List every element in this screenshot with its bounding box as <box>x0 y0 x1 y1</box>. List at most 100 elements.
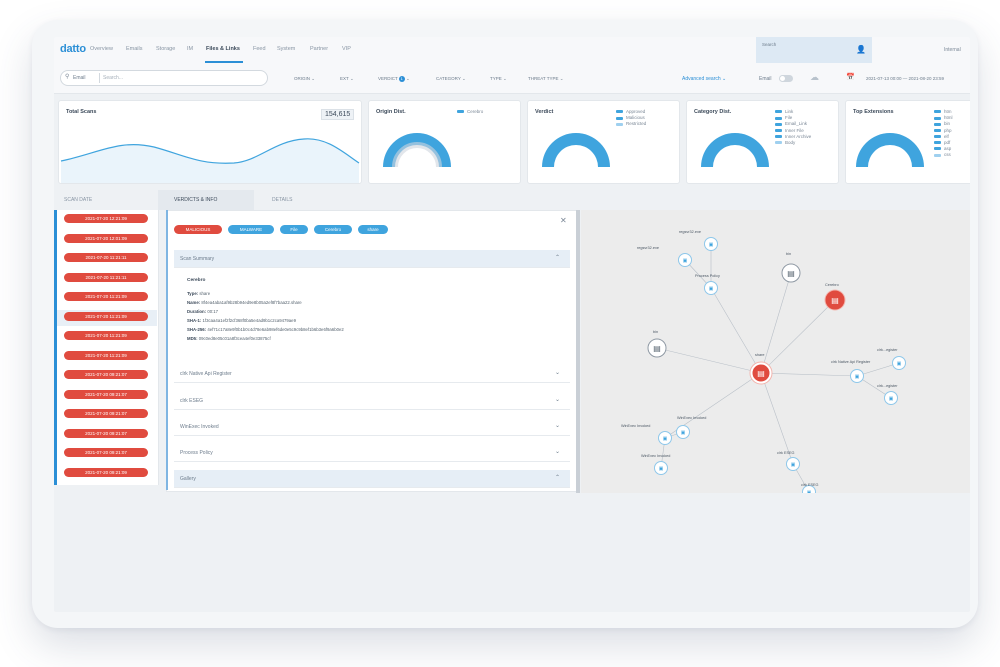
graph-node[interactable] <box>704 281 718 295</box>
legend-label: Body <box>785 139 796 145</box>
graph-node-label: clrk Native Api Register <box>831 360 871 364</box>
scan-date-item[interactable]: 2021-07-20 12:21:09 <box>64 214 148 223</box>
graph-node[interactable] <box>884 391 898 405</box>
graph-node[interactable] <box>654 461 668 475</box>
summary-value: 8f4ea4aba1af9b28b94ed9e8b05a2ef8f7baa22.… <box>201 300 302 305</box>
nav-vip[interactable]: VIP <box>342 46 351 52</box>
legend-label: Malicious <box>626 115 645 121</box>
verdict-legend: Approved Malicious Restricted <box>616 109 646 128</box>
category-legend: Link File Email_Link Inner File Inner Ar… <box>775 109 811 146</box>
legend-label: Inner File <box>785 127 804 133</box>
section-scan-summary[interactable]: Scan Summary ⌃ <box>174 250 570 268</box>
origin-dropdown[interactable]: Origin ⌄ <box>294 76 315 82</box>
graph-node-label: WinExec Invoked <box>677 416 707 420</box>
section-clrk-native-api[interactable]: clrk Native Api Register ⌄ <box>174 365 570 383</box>
graph-node[interactable] <box>678 253 692 267</box>
scan-date-item[interactable]: 2021-07-20 09:21:07 <box>64 370 148 379</box>
scan-date-item[interactable]: 2021-07-20 09:21:09 <box>64 467 148 477</box>
legend-label: pdf <box>944 139 951 145</box>
scan-date-item[interactable]: 2021-07-20 09:21:07 <box>64 428 148 438</box>
nav-overview[interactable]: Overview <box>90 46 113 52</box>
chevron-up-icon: ⌃ <box>554 255 560 261</box>
graph-node[interactable] <box>704 237 718 251</box>
legend-item: Inner Archive <box>775 134 811 140</box>
graph-node[interactable] <box>850 369 864 383</box>
search-scope[interactable]: Email <box>73 75 86 81</box>
legend-item: php <box>934 128 953 134</box>
graph-node-cerebro[interactable] <box>824 289 846 311</box>
graph-node[interactable] <box>786 457 800 471</box>
legend-label: Email_Link <box>785 121 808 127</box>
verdict-dropdown[interactable]: Verdict 1 ⌄ <box>378 76 410 82</box>
user-search-box[interactable]: Search 👤 <box>756 37 872 63</box>
legend-label: Link <box>785 109 794 114</box>
search-input[interactable]: Search... <box>103 75 124 81</box>
nav-feed[interactable]: Feed <box>253 46 266 52</box>
nav-im[interactable]: IM <box>187 46 194 52</box>
graph-node[interactable] <box>892 356 906 370</box>
search-box[interactable]: ⚲ Email Search... <box>60 70 268 86</box>
summary-key: SHA-256: <box>187 327 207 332</box>
legend-swatch <box>934 116 941 120</box>
tab-details[interactable]: DETAILS <box>254 190 320 210</box>
calendar-icon[interactable]: 📅 <box>846 74 855 81</box>
graph-node[interactable] <box>676 425 690 439</box>
legend-label: bin <box>944 121 951 127</box>
graph-center-node[interactable] <box>752 364 770 382</box>
scan-date-item[interactable]: 2021-07-20 11:21:11 <box>64 253 148 262</box>
origin-legend: Cerebro <box>457 109 483 115</box>
summary-value: share <box>199 291 211 296</box>
scan-date-item[interactable]: 2021-07-20 11:21:09 <box>64 311 148 321</box>
legend-label: Approved <box>626 109 646 114</box>
verdict-card: Verdict Approved Malicious Restricted <box>527 100 680 184</box>
cloud-icon[interactable]: ☁ <box>810 72 819 82</box>
tab-verdicts-info[interactable]: VERDICTS & INFO <box>158 190 254 210</box>
nav-storage[interactable]: Storage <box>156 46 176 52</box>
scan-date-item[interactable]: 2021-07-20 11:21:11 <box>64 272 148 282</box>
graph-node-file[interactable] <box>781 263 801 283</box>
graph-node[interactable] <box>658 431 672 445</box>
tag-malicious: MALICIOUS <box>174 225 222 234</box>
scan-date-item[interactable]: 2021-07-20 09:21:07 <box>64 389 148 399</box>
advanced-search-link[interactable]: Advanced search ⌄ <box>682 76 726 82</box>
graph-node-file[interactable] <box>647 338 667 358</box>
scan-date-item[interactable]: 2021-07-20 09:21:07 <box>64 448 148 457</box>
graph-node-label: regsvr32.exe <box>679 230 701 234</box>
legend-label: htm <box>944 109 952 114</box>
scan-date-list <box>54 210 159 485</box>
node-icon: ▣ <box>855 374 860 380</box>
scan-date-item[interactable]: 2021-07-20 11:21:09 <box>64 331 148 340</box>
nav-emails[interactable]: Emails <box>126 46 143 52</box>
scan-date-item[interactable]: 2021-07-20 12:01:09 <box>64 233 148 243</box>
scan-date-item[interactable]: 2021-07-20 09:21:07 <box>64 409 148 418</box>
realtime-toggle[interactable] <box>779 75 793 82</box>
section-clrk-eseg[interactable]: clrk ESEG ⌄ <box>174 392 570 410</box>
verdict-title: Verdict <box>535 109 554 115</box>
section-gallery[interactable]: Gallery ⌃ <box>174 470 570 488</box>
nav-system[interactable]: System <box>277 46 296 52</box>
graph-node[interactable] <box>802 485 816 494</box>
close-icon[interactable]: ✕ <box>560 216 567 225</box>
nav-files-links[interactable]: Files & Links <box>206 46 240 52</box>
node-icon: ▣ <box>889 396 894 402</box>
nav-partner[interactable]: Partner <box>310 46 329 52</box>
node-icon: ▣ <box>659 466 664 472</box>
ext-dropdown[interactable]: Ext ⌄ <box>340 76 354 82</box>
type-dropdown[interactable]: Type ⌄ <box>490 76 507 82</box>
legend-item: Link <box>775 109 811 115</box>
tab-scan-date[interactable]: SCAN DATE <box>54 190 158 210</box>
scan-date-item[interactable]: 2021-07-20 11:21:09 <box>64 292 148 301</box>
category-dropdown[interactable]: Category ⌄ <box>436 76 466 82</box>
scan-date-item[interactable]: 2021-07-20 11:21:09 <box>64 350 148 360</box>
extensions-gauge <box>856 133 924 167</box>
tag-file: File <box>280 225 308 234</box>
threat-type-dropdown[interactable]: Threat Type ⌄ <box>528 76 564 82</box>
detail-scrollbar[interactable] <box>576 210 580 493</box>
threat-type-dropdown-label: Threat Type <box>528 76 559 81</box>
date-range-picker[interactable]: 2021-07-13 00:00 — 2021-08-20 23:59 <box>866 76 945 81</box>
section-process-policy[interactable]: Process Policy ⌄ <box>174 444 570 462</box>
relationship-graph[interactable]: ▣ ▣ ▣ ▤ ▤ ▤ ▣ ▣ ▣ ▣ ▣ ▣ ▣ ▣ ▤ share regsvr32.exe regsvr3… <box>581 210 970 493</box>
section-winexec-invoked[interactable]: WinExec Invoked ⌄ <box>174 418 570 436</box>
graph-edge <box>656 347 762 374</box>
user-icon[interactable]: 👤 <box>856 45 866 54</box>
